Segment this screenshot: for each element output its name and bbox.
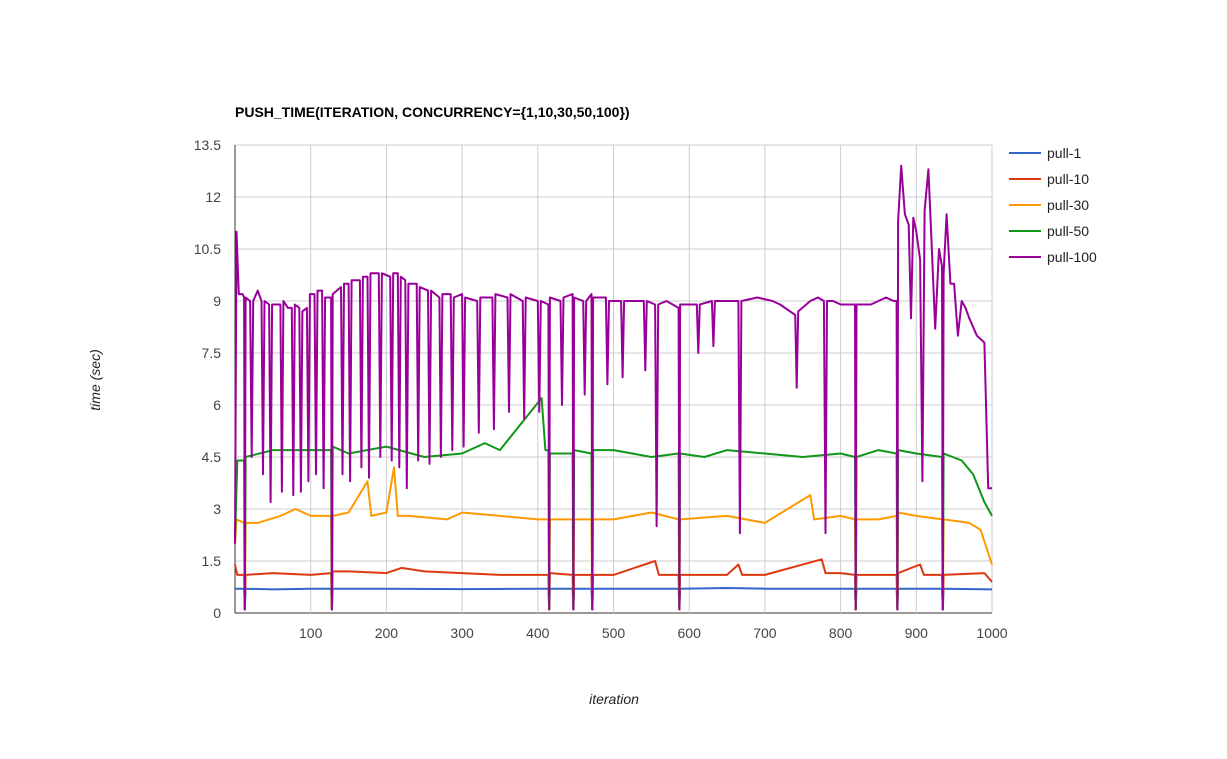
x-axis-ticks: 100 200 300 400 500 600 700 800 900 1000: [299, 625, 1008, 641]
y-tick-label: 0: [213, 605, 221, 621]
x-axis-label: iteration: [589, 691, 639, 707]
legend-item-pull-50[interactable]: pull-50: [1009, 223, 1089, 239]
legend: pull-1 pull-10 pull-30 pull-50 pull-100: [1009, 145, 1097, 265]
x-tick-label: 900: [905, 625, 929, 641]
y-tick-label: 13.5: [194, 137, 221, 153]
x-tick-label: 300: [450, 625, 474, 641]
y-tick-label: 6: [213, 397, 221, 413]
x-tick-label: 400: [526, 625, 550, 641]
legend-item-pull-10[interactable]: pull-10: [1009, 171, 1089, 187]
x-tick-label: 200: [375, 625, 399, 641]
y-tick-label: 12: [205, 189, 221, 205]
series-line-pull-100: [234, 164, 992, 611]
legend-item-pull-100[interactable]: pull-100: [1009, 249, 1097, 265]
legend-label: pull-1: [1047, 145, 1081, 161]
legend-item-pull-1[interactable]: pull-1: [1009, 145, 1081, 161]
y-tick-label: 7.5: [202, 345, 222, 361]
x-tick-label: 700: [753, 625, 777, 641]
legend-label: pull-50: [1047, 223, 1089, 239]
series-lines: [234, 164, 993, 611]
y-tick-label: 9: [213, 293, 221, 309]
x-tick-label: 800: [829, 625, 853, 641]
y-axis-label: time (sec): [87, 349, 103, 410]
y-tick-label: 4.5: [202, 449, 222, 465]
y-tick-label: 10.5: [194, 241, 221, 257]
x-tick-label: 600: [678, 625, 702, 641]
chart-title: PUSH_TIME(ITERATION, CONCURRENCY={1,10,3…: [235, 104, 630, 120]
x-tick-label: 100: [299, 625, 323, 641]
y-tick-label: 1.5: [202, 553, 222, 569]
legend-label: pull-10: [1047, 171, 1089, 187]
legend-label: pull-30: [1047, 197, 1089, 213]
y-tick-label: 3: [213, 501, 221, 517]
x-tick-label: 500: [602, 625, 626, 641]
legend-label: pull-100: [1047, 249, 1097, 265]
legend-item-pull-30[interactable]: pull-30: [1009, 197, 1089, 213]
y-axis-ticks: 0 1.5 3 4.5 6 7.5 9 10.5 12 13.5: [194, 137, 221, 621]
x-tick-label: 1000: [976, 625, 1007, 641]
